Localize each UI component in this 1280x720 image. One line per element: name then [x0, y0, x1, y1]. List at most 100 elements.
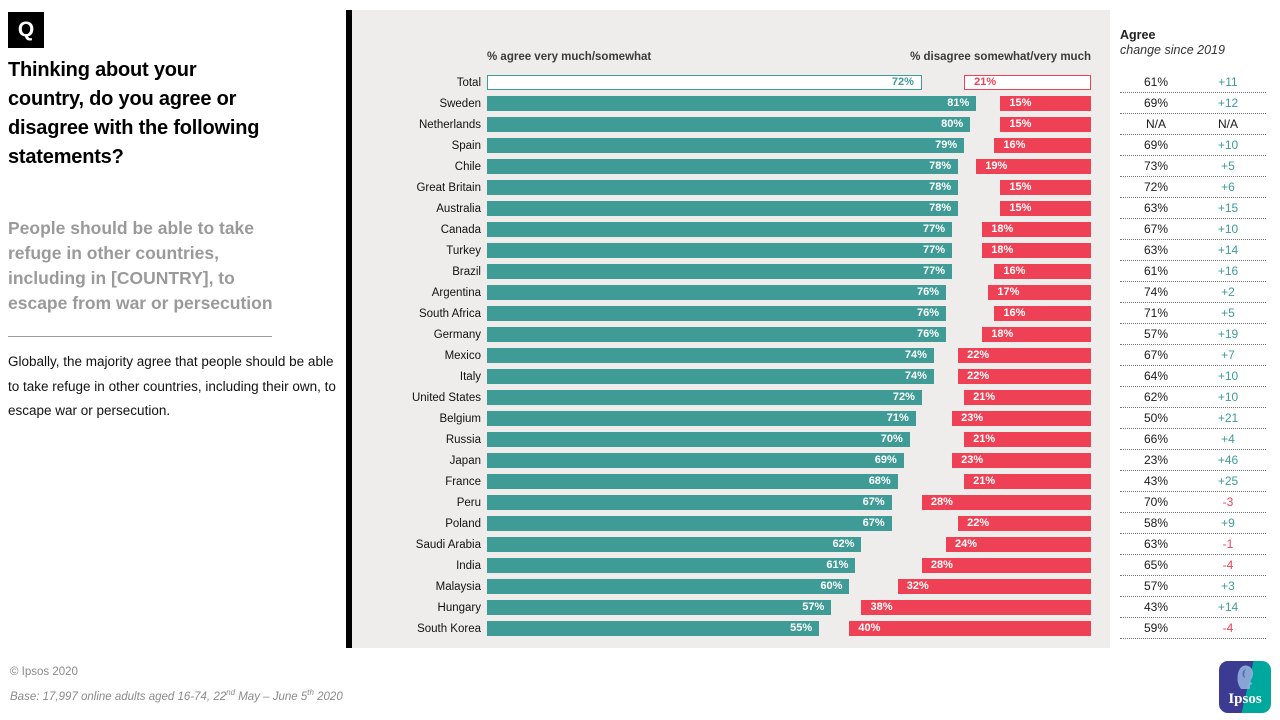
disagree-value: 16%	[1003, 307, 1026, 319]
chart-row: Netherlands 80% 15%	[352, 114, 1110, 135]
bar-scale: 74% 22%	[487, 369, 1091, 384]
change-row: 58% +9	[1120, 513, 1266, 534]
bar-scale: 76% 16%	[487, 306, 1091, 321]
change-value: +16	[1217, 264, 1239, 278]
disagree-bar: 32%	[897, 579, 1091, 594]
agree-2019-value: 73%	[1143, 159, 1169, 173]
country-label: Canada	[440, 223, 481, 236]
agree-bar: 67%	[487, 516, 892, 531]
disagree-value: 40%	[858, 622, 881, 634]
change-value: +10	[1217, 390, 1239, 404]
agree-2019-value: 72%	[1143, 180, 1169, 194]
disagree-value: 15%	[1009, 181, 1032, 193]
chart-row: Germany 76% 18%	[352, 324, 1110, 345]
chart-row: Total 72% 21%	[352, 72, 1110, 93]
disagree-value: 16%	[1003, 265, 1026, 277]
disagree-bar: 21%	[964, 75, 1091, 90]
agree-2019-value: 57%	[1143, 579, 1169, 593]
change-value: +25	[1217, 474, 1239, 488]
bar-scale: 77% 16%	[487, 264, 1091, 279]
disagree-column-header: % disagree somewhat/very much	[910, 51, 1091, 63]
change-value: +9	[1221, 516, 1235, 530]
disagree-bar: 19%	[976, 159, 1091, 174]
country-label: United States	[411, 391, 481, 404]
agree-2019-value: 70%	[1143, 495, 1169, 509]
country-label: France	[445, 475, 481, 488]
country-label: India	[456, 559, 481, 572]
agree-bar: 76%	[487, 327, 947, 342]
change-row: 63% -1	[1120, 534, 1266, 555]
change-row: 59% -4	[1120, 618, 1266, 639]
country-label: Poland	[445, 517, 481, 530]
change-value: +5	[1221, 306, 1235, 320]
change-value: N/A	[1217, 117, 1238, 131]
bar-scale: 74% 22%	[487, 348, 1091, 363]
bar-scale: 78% 15%	[487, 180, 1091, 195]
disagree-bar: 22%	[958, 516, 1091, 531]
disagree-bar: 28%	[921, 558, 1091, 573]
change-value: +15	[1217, 201, 1239, 215]
chart-row: Mexico 74% 22%	[352, 345, 1110, 366]
country-label: Sweden	[439, 97, 481, 110]
chart-row: Australia 78% 15%	[352, 198, 1110, 219]
bar-scale: 76% 18%	[487, 327, 1091, 342]
chart-row: Poland 67% 22%	[352, 513, 1110, 534]
ipsos-face-icon	[1237, 665, 1254, 689]
agree-bar: 57%	[487, 600, 832, 615]
change-value: -3	[1222, 495, 1234, 509]
disagree-value: 32%	[906, 580, 929, 592]
country-label: Saudi Arabia	[415, 538, 481, 551]
disagree-bar: 15%	[1000, 201, 1091, 216]
bar-scale: 70% 21%	[487, 432, 1091, 447]
chart-row: Brazil 77% 16%	[352, 261, 1110, 282]
base-text-part: May – June 5	[235, 690, 308, 703]
agree-2019-value: 63%	[1143, 537, 1169, 551]
agree-value: 67%	[862, 517, 885, 529]
agree-value: 74%	[904, 370, 927, 382]
disagree-value: 18%	[991, 328, 1014, 340]
change-row: 62% +10	[1120, 387, 1266, 408]
agree-bar: 61%	[487, 558, 856, 573]
base-text-superscript: th	[307, 688, 314, 697]
disagree-value: 28%	[930, 496, 953, 508]
chart-row: Saudi Arabia 62% 24%	[352, 534, 1110, 555]
change-row: 43% +25	[1120, 471, 1266, 492]
agree-2019-value: 62%	[1143, 390, 1169, 404]
agree-bar: 80%	[487, 117, 971, 132]
country-label: Turkey	[446, 244, 481, 257]
agree-bar: 55%	[487, 621, 820, 636]
change-row: 71% +5	[1120, 303, 1266, 324]
change-value: +21	[1217, 411, 1239, 425]
change-value: +10	[1217, 369, 1239, 383]
bar-scale: 76% 17%	[487, 285, 1091, 300]
change-value: +12	[1217, 96, 1239, 110]
agree-value: 78%	[929, 181, 952, 193]
change-row: 64% +10	[1120, 366, 1266, 387]
agree-bar: 79%	[487, 138, 965, 153]
chart-row: India 61% 28%	[352, 555, 1110, 576]
change-row: 73% +5	[1120, 156, 1266, 177]
disagree-value: 15%	[1009, 118, 1032, 130]
agree-column-header: % agree very much/somewhat	[487, 51, 652, 63]
agree-value: 80%	[941, 118, 964, 130]
change-panel-title: Agree	[1120, 28, 1156, 42]
disagree-bar: 28%	[921, 495, 1091, 510]
bar-scale: 62% 24%	[487, 537, 1091, 552]
country-label: Malaysia	[435, 580, 481, 593]
agree-2019-value: 61%	[1143, 264, 1169, 278]
change-value: +2	[1221, 285, 1235, 299]
change-row: 69% +10	[1120, 135, 1266, 156]
accent-bar	[346, 10, 352, 648]
agree-bar: 62%	[487, 537, 862, 552]
bar-scale: 67% 22%	[487, 516, 1091, 531]
bar-scale: 55% 40%	[487, 621, 1091, 636]
bar-scale: 57% 38%	[487, 600, 1091, 615]
country-label: Belgium	[439, 412, 481, 425]
chart-rows: Total 72% 21% Sweden 81% 15% Netherlands 80% 15%…	[352, 72, 1110, 639]
disagree-value: 21%	[973, 475, 996, 487]
bar-scale: 61% 28%	[487, 558, 1091, 573]
disagree-value: 21%	[974, 76, 997, 88]
country-label: South Korea	[417, 622, 481, 635]
chart-row: Peru 67% 28%	[352, 492, 1110, 513]
agree-value: 69%	[874, 454, 897, 466]
